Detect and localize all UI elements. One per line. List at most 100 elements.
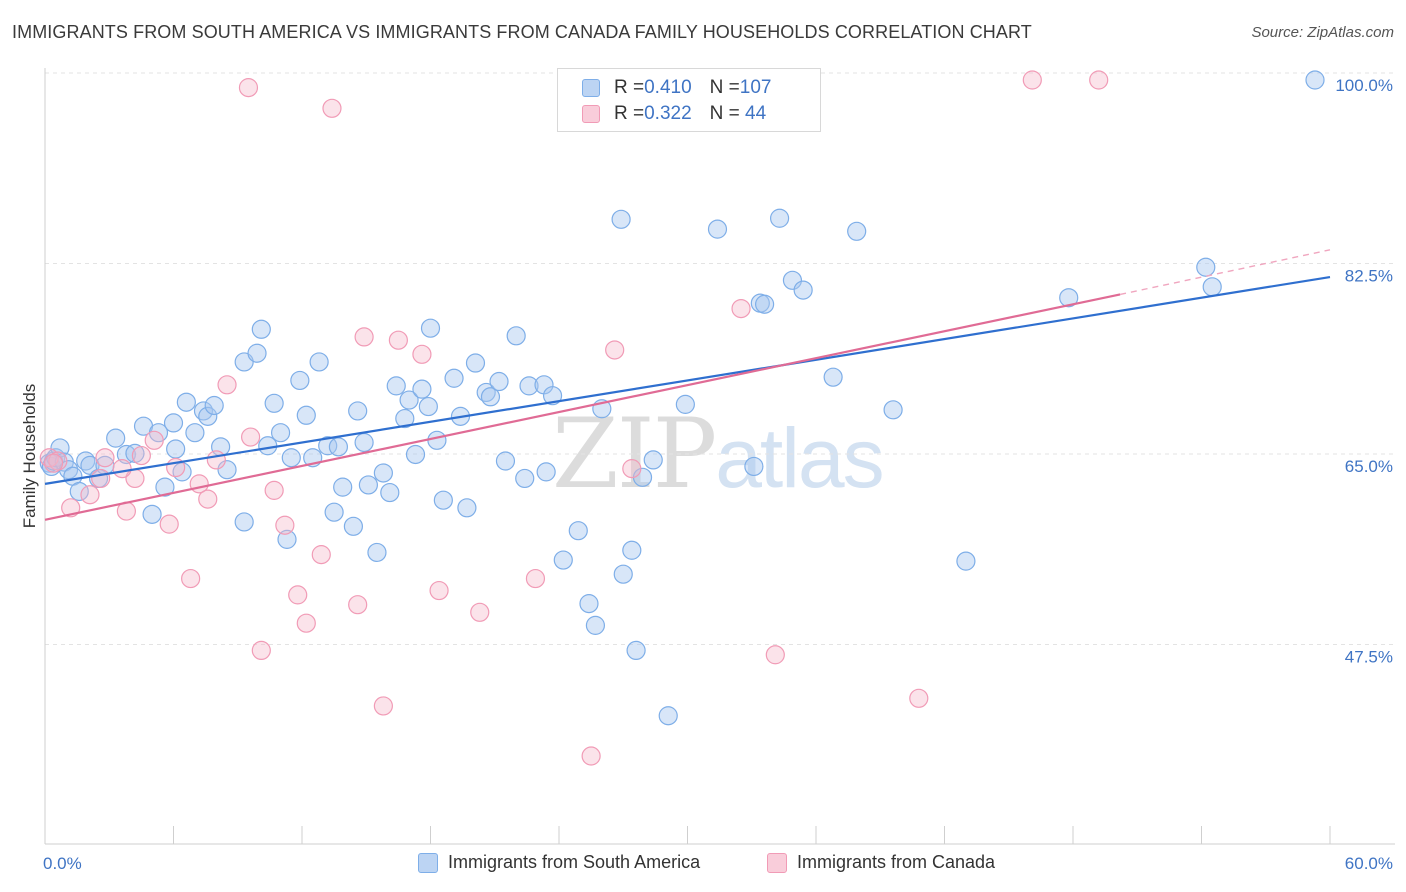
data-point [754,294,775,314]
data-point [95,448,115,468]
data-point [144,430,164,450]
data-point [568,521,588,541]
data-point [264,480,284,500]
data-point [427,430,447,450]
data-point [1196,257,1216,277]
data-point [159,514,179,534]
data-point [318,436,338,456]
data-point [354,327,374,347]
y-tick-label: 65.0% [1345,457,1393,476]
data-point [388,330,408,350]
data-point [405,444,426,465]
data-point [112,459,132,479]
data-point [395,408,415,429]
data-point [181,568,201,589]
legend-n-value: 107 [739,77,772,98]
data-point [241,427,261,447]
legend-r-label: R = [614,77,645,98]
data-point [613,564,633,584]
data-point [373,463,393,483]
data-point [234,512,254,532]
data-point [328,437,349,457]
data-point [176,392,196,412]
legend-label-south-america: Immigrants from South America [448,852,701,872]
data-point [1305,70,1325,90]
legend-item-canada: Immigrants from Canada [767,852,995,873]
data-point [358,475,378,495]
data-point [354,432,374,453]
legend-r-value: 0.322 [644,103,692,124]
series-south-america [39,70,1325,726]
data-point [264,393,284,413]
legend-n-value: 44 [739,103,767,124]
data-point [731,299,751,319]
source-credit: Source: ZipAtlas.com [1251,24,1394,41]
legend-swatch-south-america [418,852,438,873]
tick-labels: 47.5% 65.0% 82.5% 100.0% 0.0% 60.0% Family Hou… [20,76,1393,873]
data-point [465,353,486,373]
legend-n-label: N = [709,77,740,98]
data-point [480,387,501,407]
legend-row-south-america: R = 0.410 N = 107 [582,76,771,100]
data-point [324,502,344,522]
data-point [675,394,695,414]
data-point [270,423,291,443]
data-point [515,468,535,489]
trend-line [44,293,1121,521]
data-point [386,376,406,396]
data-point [707,219,728,239]
data-point [348,401,368,421]
data-point [658,706,678,726]
trend-line [44,275,1331,485]
data-point [275,515,295,535]
data-point [251,640,271,661]
legend-swatch-south-america [582,79,600,97]
data-point [217,460,237,480]
data-point [581,746,601,766]
data-point [489,371,509,392]
data-point [519,376,539,396]
data-point [418,396,438,417]
data-point [622,459,642,479]
data-point [166,439,186,459]
data-point [206,450,226,470]
data-point [420,318,441,338]
data-point [131,445,151,466]
data-point [433,490,453,510]
data-point [333,477,353,497]
data-point [506,326,526,346]
data-point [412,379,432,399]
data-point [1059,288,1079,308]
data-point [585,615,606,635]
y-tick-label: 47.5% [1345,648,1393,667]
data-point [909,688,929,708]
data-point [296,613,316,633]
data-point [142,504,162,524]
legend-swatch-canada [582,105,600,123]
data-point [579,594,599,614]
data-point [444,368,464,388]
data-point [311,545,331,565]
data-point [883,400,903,420]
data-point [782,270,803,290]
data-point [309,352,329,372]
legend-swatch-canada [767,852,787,873]
data-points [39,70,1325,766]
data-point [288,585,308,605]
data-point [542,386,563,406]
data-point [399,390,419,410]
y-axis-title: Family Households [20,384,39,529]
data-point [348,595,368,615]
data-point [457,498,477,518]
legend-row-canada: R = 0.322 N = 44 [582,102,766,126]
watermark: ZIPatlas [552,398,885,510]
trend-lines [44,249,1331,521]
data-point [163,413,184,433]
data-point [553,550,573,570]
data-point [290,370,310,391]
data-point [769,208,790,228]
data-point [823,367,843,387]
data-point [204,395,224,416]
x-tick-label: 60.0% [1345,854,1393,873]
data-point [626,640,646,661]
